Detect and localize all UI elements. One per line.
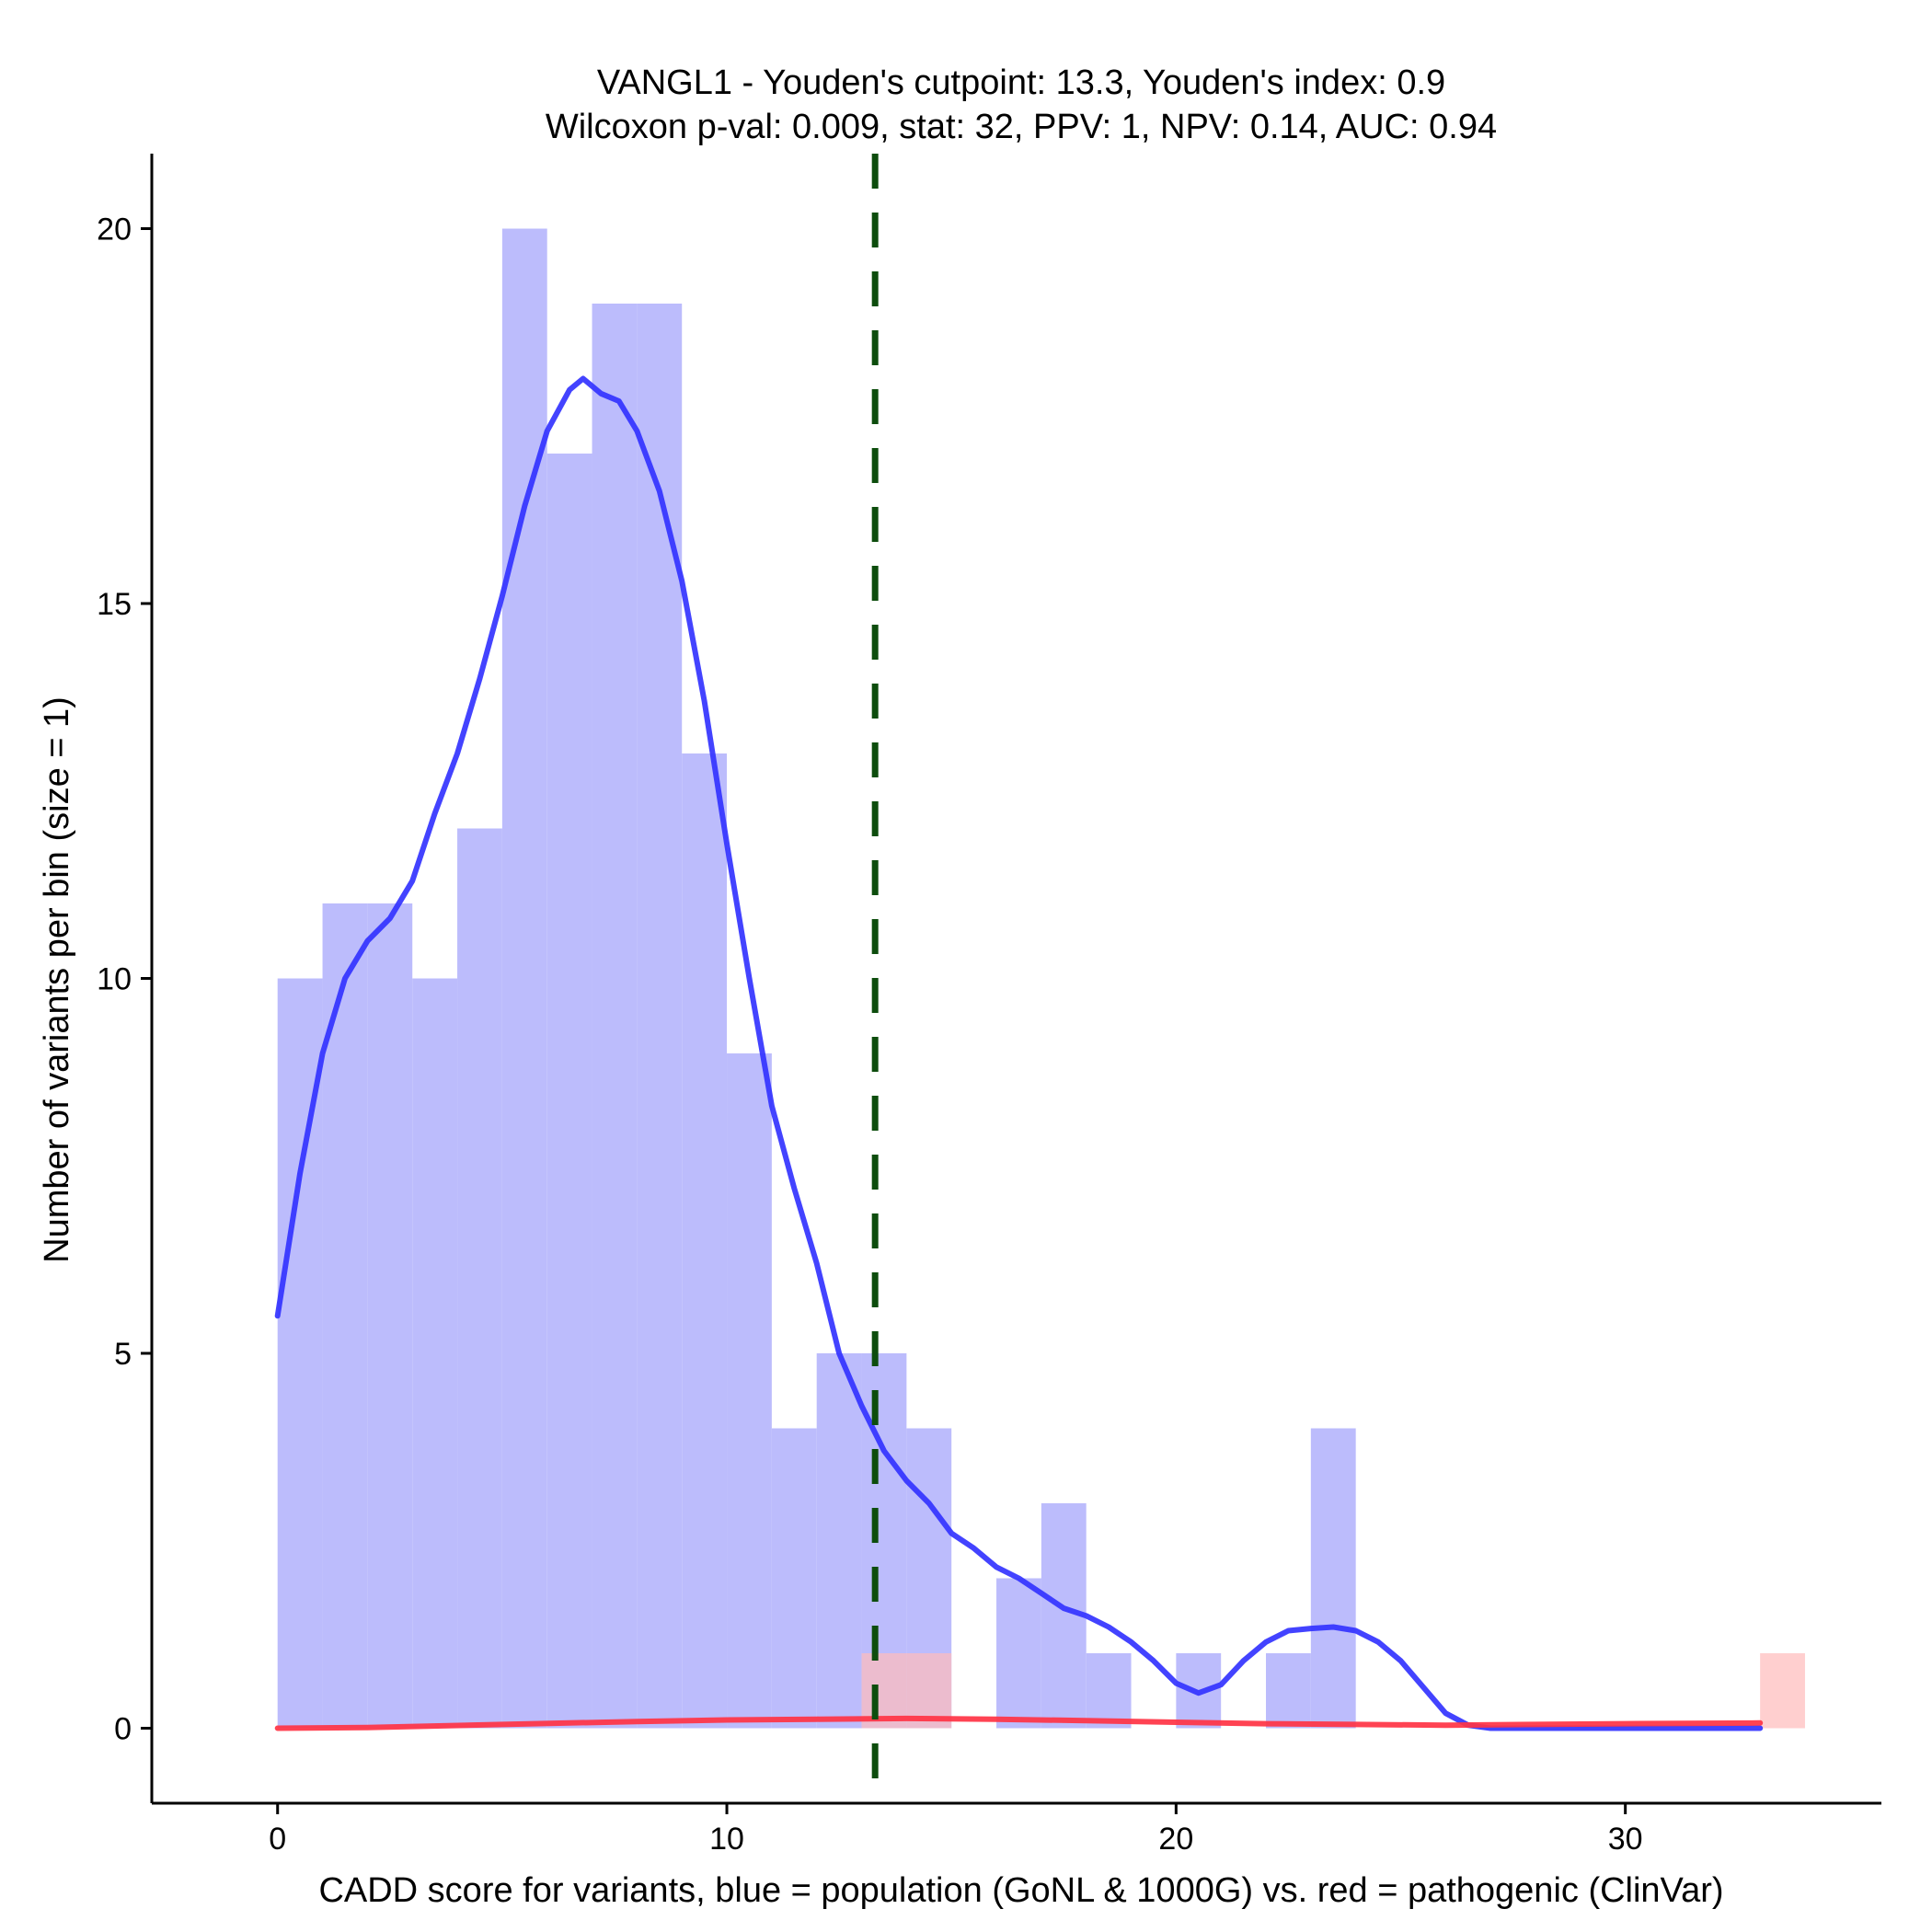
y-tick-label: 5 (114, 1337, 132, 1372)
population-bar (457, 828, 502, 1729)
x-tick-label: 20 (1158, 1822, 1193, 1857)
population-bar (367, 903, 413, 1729)
plot-area (274, 154, 1805, 1803)
population-bar (1266, 1653, 1311, 1729)
x-tick-label: 10 (709, 1822, 744, 1857)
pathogenic-bar (861, 1653, 907, 1729)
y-tick-label: 10 (97, 962, 132, 997)
y-axis-label: Number of variants per bin (size = 1) (38, 696, 76, 1263)
population-bar (682, 753, 728, 1729)
x-axis-label: CADD score for variants, blue = populati… (318, 1871, 1723, 1910)
population-bar (1086, 1653, 1132, 1729)
chart-title-block: VANGL1 - Youden's cutpoint: 13.3, Youden… (546, 63, 1497, 146)
chart-title: VANGL1 - Youden's cutpoint: 13.3, Youden… (597, 63, 1445, 102)
axes: 0 5 10 15 20 0 10 20 30 (97, 154, 1881, 1857)
pathogenic-density-curve (274, 1715, 1764, 1731)
histogram-series-1 (861, 1653, 1805, 1729)
y-tick-label: 0 (114, 1712, 132, 1747)
pathogenic-bar (906, 1653, 952, 1729)
x-tick-label: 30 (1608, 1822, 1643, 1857)
population-bar (1310, 1428, 1356, 1729)
population-bar (322, 903, 368, 1729)
population-bar (727, 1053, 772, 1729)
population-density-curve (274, 375, 1764, 1731)
pathogenic-bar (1760, 1653, 1805, 1729)
y-tick-label: 20 (97, 213, 132, 247)
population-bar (501, 228, 547, 1729)
population-bar (412, 978, 458, 1729)
chart-subtitle: Wilcoxon p-val: 0.009, stat: 32, PPV: 1,… (546, 108, 1497, 146)
histogram-series-0 (277, 228, 1356, 1729)
y-tick-label: 15 (97, 587, 132, 622)
population-bar (771, 1428, 817, 1729)
population-bar (546, 454, 592, 1729)
x-tick-label: 0 (269, 1822, 286, 1857)
population-bar (996, 1578, 1041, 1729)
population-bar (816, 1353, 862, 1729)
population-bar (592, 304, 638, 1729)
population-bar (637, 304, 683, 1729)
